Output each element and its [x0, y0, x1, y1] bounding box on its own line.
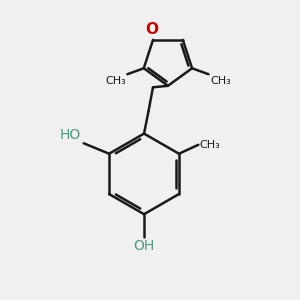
Text: CH₃: CH₃ [210, 76, 231, 86]
Text: HO: HO [60, 128, 81, 142]
Text: O: O [145, 22, 158, 37]
Text: CH₃: CH₃ [105, 76, 126, 86]
Text: CH₃: CH₃ [200, 140, 220, 150]
Text: OH: OH [134, 239, 155, 253]
